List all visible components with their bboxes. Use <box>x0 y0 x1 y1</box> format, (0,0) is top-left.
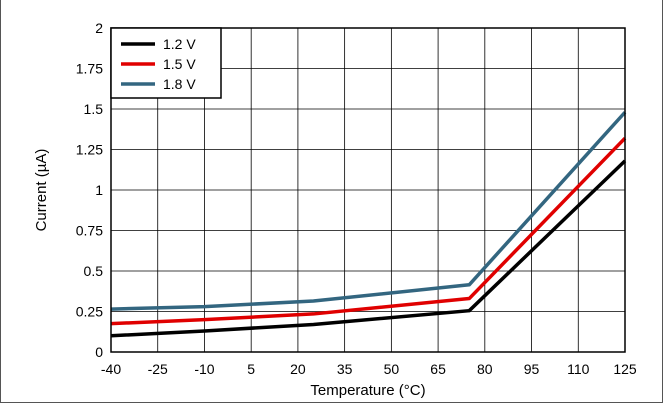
x-tick-label: 125 <box>613 361 637 377</box>
x-tick-label: 5 <box>247 361 255 377</box>
x-axis-label: Temperature (°C) <box>310 382 425 399</box>
y-tick-label: 1 <box>95 182 103 198</box>
series-line-0 <box>110 159 627 338</box>
x-tick-label: 65 <box>430 361 446 377</box>
x-tick-label: -40 <box>101 361 121 377</box>
x-tick-label: 110 <box>567 361 590 377</box>
x-tick-label: 80 <box>477 361 493 377</box>
series-line-1 <box>110 136 627 326</box>
series-lines <box>110 111 627 338</box>
y-axis-label: Current (µA) <box>33 149 50 232</box>
legend-label: 1.2 V <box>163 36 196 52</box>
legend: 1.2 V 1.5 V 1.8 V <box>110 27 222 99</box>
plot-border <box>110 27 626 353</box>
y-tick-label: 0.5 <box>84 263 104 279</box>
y-tick-label: 2 <box>95 20 103 36</box>
x-tick-label: -25 <box>148 361 168 377</box>
legend-label: 1.5 V <box>163 56 196 72</box>
y-tick-label: 1.75 <box>76 61 103 77</box>
legend-label: 1.8 V <box>163 76 196 92</box>
x-tick-label: 20 <box>290 361 306 377</box>
y-tick-label: 0.75 <box>76 223 103 239</box>
y-axis-ticks: 0 0.25 0.5 0.75 1 1.25 1.5 1.75 2 <box>76 20 103 360</box>
y-tick-label: 1.5 <box>84 101 104 117</box>
x-tick-label: 35 <box>337 361 353 377</box>
x-tick-label: -10 <box>194 361 214 377</box>
x-tick-label: 95 <box>524 361 540 377</box>
series-line-2 <box>110 111 627 311</box>
y-tick-label: 1.25 <box>76 142 103 158</box>
x-tick-label: 50 <box>384 361 400 377</box>
x-axis-ticks: -40 -25 -10 5 20 35 50 65 80 95 110 125 <box>101 361 637 377</box>
y-tick-label: 0 <box>95 344 103 360</box>
y-tick-label: 0.25 <box>76 304 103 320</box>
